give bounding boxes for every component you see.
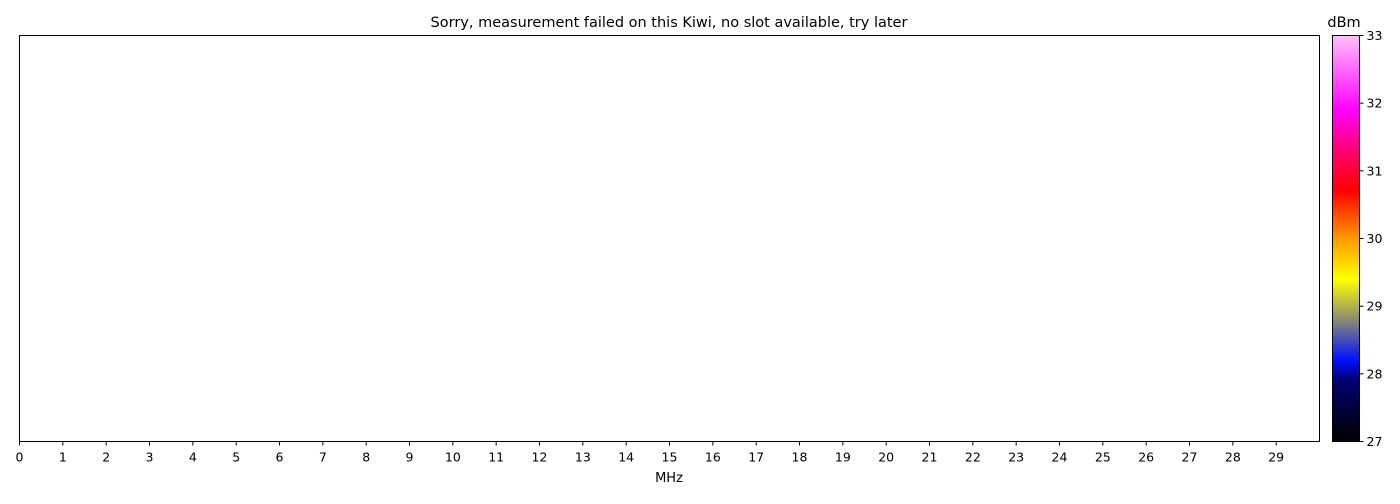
x-tick-label: 21 — [922, 450, 938, 465]
x-tick-label: 18 — [792, 450, 808, 465]
x-tick-label: 16 — [705, 450, 721, 465]
x-tick-label: 26 — [1138, 450, 1154, 465]
chart-title: Sorry, measurement failed on this Kiwi, … — [431, 15, 908, 31]
x-tick-label: 0 — [16, 450, 24, 465]
x-tick-label: 27 — [1182, 450, 1198, 465]
x-tick-label: 9 — [406, 450, 414, 465]
x-tick-label: 6 — [276, 450, 284, 465]
x-tick-label: 14 — [618, 450, 634, 465]
colorbar-tick-label: 33 — [1367, 28, 1383, 43]
x-tick-label: 25 — [1095, 450, 1111, 465]
x-tick-label: 1 — [59, 450, 67, 465]
x-tick-label: 15 — [662, 450, 678, 465]
colorbar-label: dBm — [1327, 15, 1360, 31]
x-tick-label: 19 — [835, 450, 851, 465]
plot-area — [19, 35, 1320, 442]
x-tick-label: 24 — [1052, 450, 1068, 465]
x-tick-label: 12 — [532, 450, 548, 465]
x-tick-label: 11 — [488, 450, 504, 465]
x-tick-label: 2 — [102, 450, 110, 465]
x-tick-label: 17 — [748, 450, 764, 465]
x-tick-label: 22 — [965, 450, 981, 465]
x-tick-label: 7 — [319, 450, 327, 465]
colorbar-tick-label: 31 — [1367, 163, 1383, 178]
colorbar-tick-label: 28 — [1367, 366, 1383, 381]
x-tick-label: 28 — [1225, 450, 1241, 465]
x-tick-label: 3 — [146, 450, 154, 465]
x-axis-label: MHz — [655, 471, 683, 486]
colorbar-tick-label: 30 — [1367, 231, 1383, 246]
x-tick-label: 10 — [445, 450, 461, 465]
colorbar-tick-label: 32 — [1367, 96, 1383, 111]
x-tick-label: 29 — [1268, 450, 1284, 465]
x-tick-label: 4 — [189, 450, 197, 465]
x-tick-label: 5 — [232, 450, 240, 465]
colorbar-axis: 27 28 29 30 31 32 33 — [1359, 28, 1383, 449]
x-tick-label: 23 — [1008, 450, 1024, 465]
x-axis: 0 1 2 3 4 5 6 7 8 9 10 11 12 13 14 15 16 17 18 19 20 21 22 23 24… — [16, 441, 1284, 465]
colorbar-tick-label: 27 — [1367, 434, 1383, 449]
colorbar-tick-label: 29 — [1367, 299, 1383, 314]
x-tick-label: 8 — [362, 450, 370, 465]
colorbar — [1332, 35, 1360, 442]
x-tick-label: 20 — [878, 450, 894, 465]
x-tick-label: 13 — [575, 450, 591, 465]
